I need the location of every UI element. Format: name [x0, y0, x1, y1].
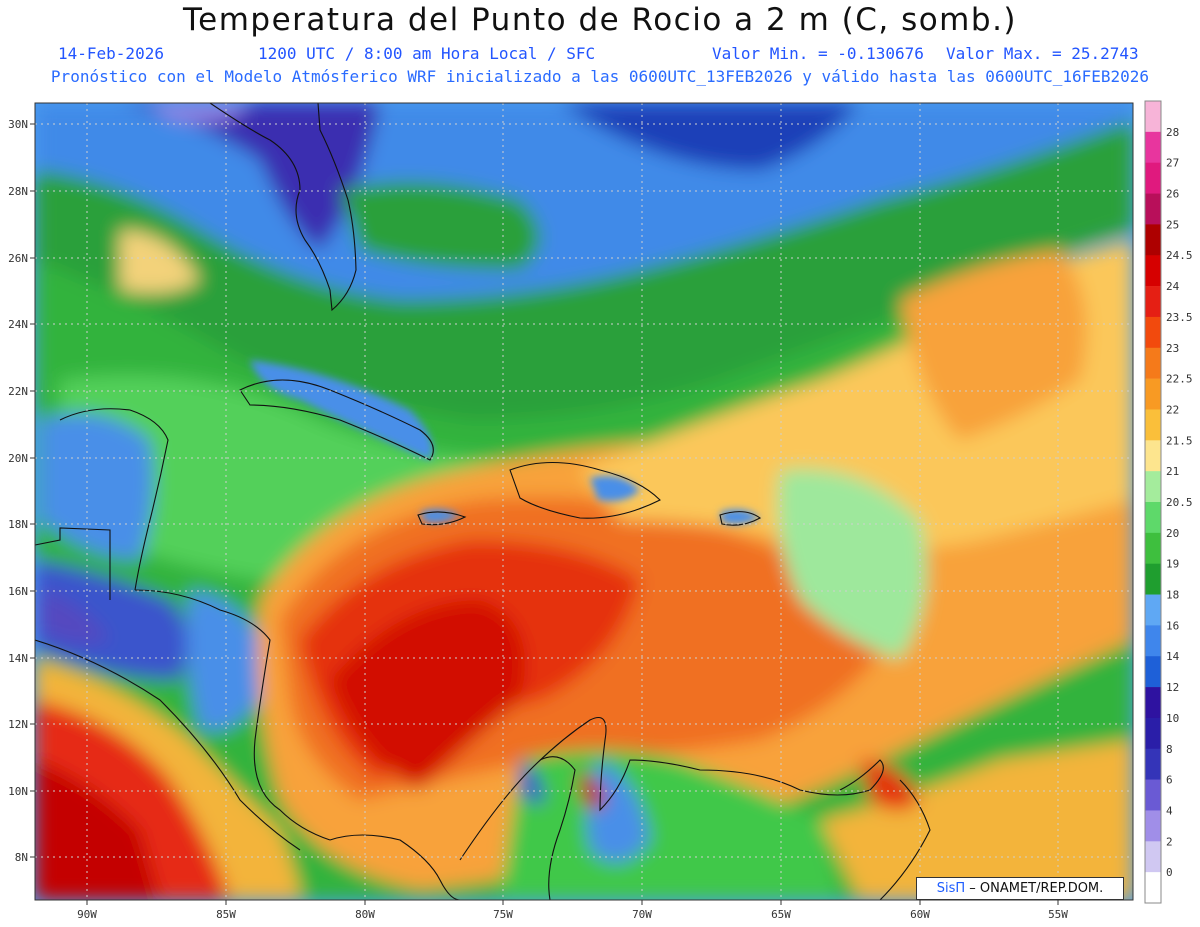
legend-label: 12 — [1166, 681, 1179, 694]
legend-swatch — [1145, 872, 1161, 904]
model-info: Pronóstico con el Modelo Atmósferico WRF… — [50, 67, 1150, 86]
legend-label: 26 — [1166, 188, 1179, 201]
legend-swatch — [1145, 378, 1161, 410]
legend-label: 6 — [1166, 774, 1173, 787]
legend-label: 22 — [1166, 403, 1179, 416]
shaded-field — [35, 103, 1133, 900]
lon-label: 90W — [77, 908, 97, 921]
credit-org: – ONAMET/REP.DOM. — [969, 881, 1104, 896]
forecast-time: 1200 UTC / 8:00 am Hora Local / SFC — [258, 44, 596, 63]
legend-swatch — [1145, 594, 1161, 626]
legend-swatch — [1145, 563, 1161, 595]
lat-label: 20N — [8, 452, 28, 465]
legend-swatch — [1145, 162, 1161, 194]
legend-swatch — [1145, 810, 1161, 842]
legend-label: 4 — [1166, 804, 1173, 817]
legend-label: 23.5 — [1166, 311, 1193, 324]
legend-label: 22.5 — [1166, 373, 1193, 386]
legend-label: 2 — [1166, 835, 1173, 848]
legend-swatch — [1145, 687, 1161, 719]
legend-swatch — [1145, 286, 1161, 318]
color-legend: 024681012141618192020.52121.52222.52323.… — [1144, 100, 1193, 904]
lat-axis: 30N 28N 26N 24N 22N 20N 18N 16N 14N 12N … — [8, 118, 28, 864]
lat-label: 8N — [15, 851, 28, 864]
lat-label: 22N — [8, 385, 28, 398]
legend-label: 27 — [1166, 157, 1179, 170]
legend-label: 21.5 — [1166, 434, 1193, 447]
lon-label: 65W — [771, 908, 791, 921]
legend-swatch — [1145, 748, 1161, 780]
legend-swatch — [1145, 625, 1161, 657]
map-frame — [34, 102, 1134, 901]
legend-swatch — [1145, 316, 1161, 349]
legend-swatch — [1145, 471, 1161, 503]
legend-swatch — [1145, 409, 1161, 441]
legend-swatch — [1145, 841, 1161, 873]
legend-swatch — [1145, 502, 1161, 534]
forecast-date: 14-Feb-2026 — [58, 44, 164, 63]
legend-swatch — [1145, 224, 1161, 256]
max-value: Valor Max. = 25.2743 — [946, 44, 1139, 63]
credit-box: SisΠ – ONAMET/REP.DOM. — [916, 877, 1124, 900]
legend-label: 20 — [1166, 527, 1179, 540]
legend-label: 16 — [1166, 619, 1179, 632]
legend-label: 24 — [1166, 280, 1180, 293]
legend-label: 19 — [1166, 558, 1179, 571]
lat-label: 30N — [8, 118, 28, 131]
legend-swatch — [1145, 532, 1161, 564]
legend-swatch — [1145, 656, 1161, 688]
sistpi-logo: SisΠ — [936, 881, 966, 896]
legend-swatch — [1145, 440, 1161, 472]
legend-label: 0 — [1166, 866, 1173, 879]
legend-swatch — [1145, 779, 1161, 811]
lon-label: 70W — [632, 908, 652, 921]
legend-label: 8 — [1166, 743, 1173, 756]
lat-label: 12N — [8, 718, 28, 731]
min-value: Valor Min. = -0.130676 — [712, 44, 924, 63]
lon-label: 80W — [355, 908, 375, 921]
lat-label: 26N — [8, 252, 28, 265]
legend-swatch — [1145, 131, 1161, 163]
coastlines — [35, 103, 931, 900]
legend-label: 23 — [1166, 342, 1179, 355]
lat-label: 28N — [8, 185, 28, 198]
lat-label: 16N — [8, 585, 28, 598]
legend-frame — [1144, 100, 1162, 904]
legend-label: 25 — [1166, 218, 1179, 231]
lat-label: 14N — [8, 652, 28, 665]
legend-label: 24.5 — [1166, 249, 1193, 262]
legend-swatch — [1145, 193, 1161, 225]
lat-label: 18N — [8, 518, 28, 531]
graticule — [35, 103, 1133, 900]
map-title: Temperatura del Punto de Rocio a 2 m (C,… — [182, 2, 1018, 38]
legend-swatch — [1145, 255, 1161, 287]
legend-label: 18 — [1166, 589, 1179, 602]
lon-label: 55W — [1048, 908, 1068, 921]
legend-label: 14 — [1166, 650, 1180, 663]
legend-swatch — [1145, 717, 1161, 750]
legend-label: 20.5 — [1166, 496, 1193, 509]
lat-label: 24N — [8, 318, 28, 331]
lon-label: 85W — [216, 908, 236, 921]
lon-axis: 90W 85W 80W 75W 70W 65W 60W 55W — [77, 908, 1068, 921]
legend-label: 10 — [1166, 712, 1179, 725]
legend-swatch — [1145, 101, 1161, 133]
legend-label: 21 — [1166, 465, 1179, 478]
lon-label: 75W — [493, 908, 513, 921]
legend-label: 28 — [1166, 126, 1179, 139]
lon-label: 60W — [910, 908, 930, 921]
lat-label: 10N — [8, 785, 28, 798]
legend-swatch — [1145, 347, 1161, 379]
